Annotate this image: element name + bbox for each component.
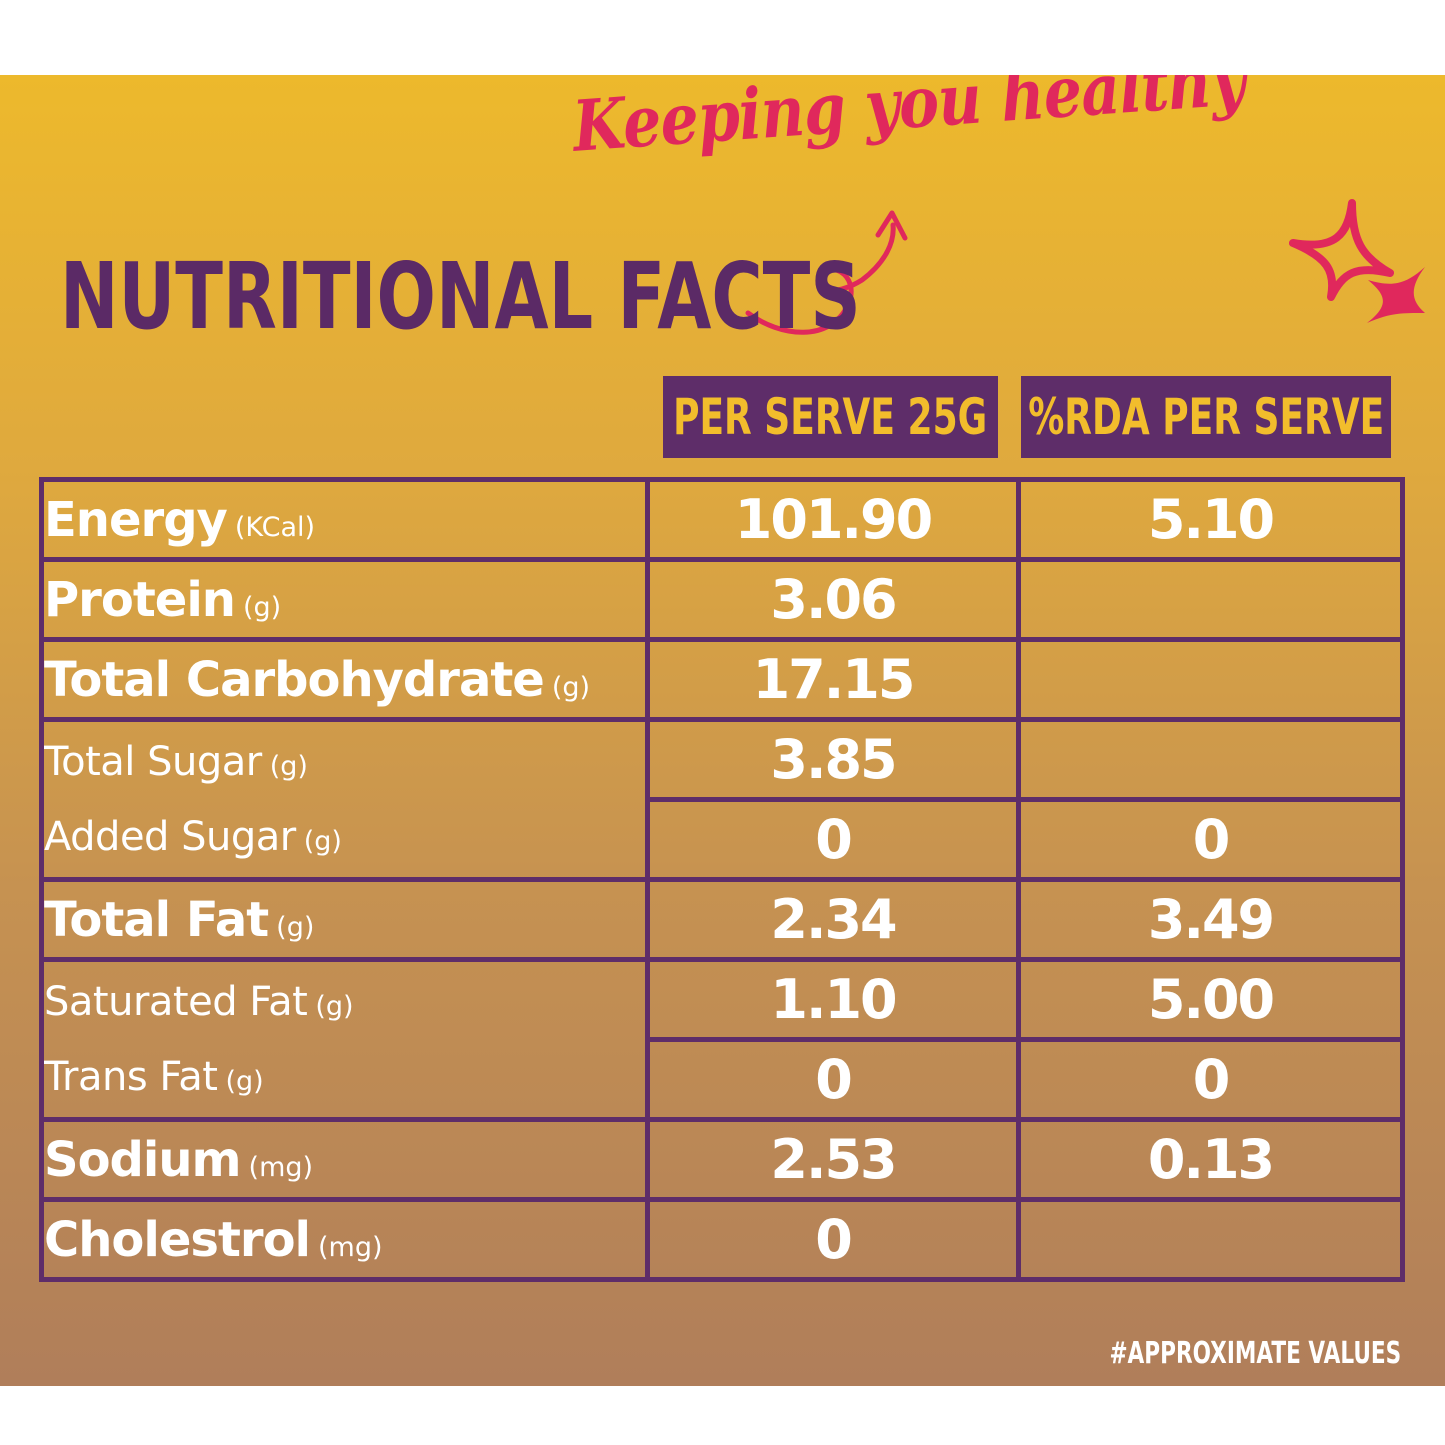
table-row-sodium: Sodium (mg) 2.53 0.13 [39, 1117, 1405, 1202]
value-rda-total-sugar [1016, 717, 1405, 802]
value-per-serve-added-sugar: 0 [645, 797, 1021, 882]
nutrition-table: Energy (KCal) 101.90 5.10 Protein (g) 3.06… [39, 477, 1405, 1282]
tagline: Keeping you healthy [570, 75, 1248, 168]
table-row-cholesterol: Cholestrol (mg) 0 [39, 1197, 1405, 1282]
label-text: Energy [44, 491, 228, 548]
unit-text: (mg) [318, 1231, 383, 1263]
label-text: Added Sugar [44, 814, 297, 860]
value-per-serve-total-sugar: 3.85 [645, 717, 1021, 802]
value-per-serve-protein: 3.06 [645, 557, 1021, 642]
footnote: #APPROXIMATE VALUES [1109, 1336, 1401, 1371]
unit-text: (g) [276, 911, 315, 943]
unit-text: (g) [551, 671, 591, 703]
unit-text: (g) [242, 591, 282, 623]
label-text: Total Fat [44, 891, 270, 948]
value-per-serve-trans-fat: 0 [645, 1037, 1021, 1122]
column-header-rda: %RDA PER SERVE [1021, 376, 1391, 458]
label-text: Total Carbohydrate [44, 651, 545, 708]
value-per-serve-total-fat: 2.34 [645, 877, 1021, 962]
table-row-total-fat: Total Fat (g) 2.34 3.49 [39, 877, 1405, 962]
unit-text: (g) [303, 826, 342, 857]
column-header-per-serve: PER SERVE 25G [663, 376, 998, 458]
value-rda-trans-fat: 0 [1016, 1037, 1405, 1122]
value-rda-saturated-fat: 5.00 [1016, 957, 1405, 1042]
value-rda-carbohydrate [1016, 637, 1405, 722]
nutrition-panel: Keeping you healthy NUTRITIONAL FACTS PE… [0, 75, 1445, 1386]
unit-text: (g) [225, 1066, 264, 1097]
sparkle-outline-icon [1289, 199, 1394, 301]
label-text: Sodium [44, 1131, 242, 1188]
table-row-added-sugar: 0 0 [42, 797, 1405, 882]
label-text: Protein [44, 571, 236, 628]
value-per-serve-sodium: 2.53 [645, 1117, 1021, 1202]
label-text: Saturated Fat [44, 979, 308, 1025]
row-label-protein: Protein (g) [39, 557, 650, 642]
value-per-serve-energy: 101.90 [645, 477, 1021, 562]
unit-text: (KCal) [234, 511, 316, 543]
value-rda-energy: 5.10 [1016, 477, 1405, 562]
table-row-saturated-fat: Saturated Fat (g) Trans Fat (g) 1.10 5.00 [39, 957, 1405, 1122]
unit-text: (mg) [248, 1151, 314, 1183]
value-rda-protein [1016, 557, 1405, 642]
value-per-serve-cholesterol: 0 [645, 1197, 1021, 1282]
value-rda-added-sugar: 0 [1016, 797, 1405, 882]
unit-text: (g) [269, 751, 308, 782]
label-text: Cholestrol [44, 1211, 312, 1268]
table-row-trans-fat: 0 0 [42, 1037, 1405, 1122]
table-row-total-sugar: Total Sugar (g) Added Sugar (g) 3.85 [39, 717, 1405, 882]
value-per-serve-saturated-fat: 1.10 [645, 957, 1021, 1042]
label-text: Total Sugar [44, 739, 263, 785]
page-title: NUTRITIONAL FACTS [60, 243, 861, 350]
column-header-rda-label: %RDA PER SERVE [1028, 388, 1384, 446]
value-rda-cholesterol [1016, 1197, 1405, 1282]
row-label-fats: Saturated Fat (g) Trans Fat (g) [39, 957, 650, 1122]
label-text: Trans Fat [44, 1054, 218, 1100]
row-label-sugars: Total Sugar (g) Added Sugar (g) [39, 717, 650, 882]
row-label-total-fat: Total Fat (g) [39, 877, 650, 962]
sparkle-filled-icon [1367, 267, 1425, 323]
row-label-energy: Energy (KCal) [39, 477, 650, 562]
table-row-protein: Protein (g) 3.06 [39, 557, 1405, 642]
value-per-serve-carbohydrate: 17.15 [645, 637, 1021, 722]
value-rda-sodium: 0.13 [1016, 1117, 1405, 1202]
row-label-sodium: Sodium (mg) [39, 1117, 650, 1202]
row-label-carbohydrate: Total Carbohydrate (g) [39, 637, 650, 722]
column-header-per-serve-label: PER SERVE 25G [673, 388, 988, 446]
table-row-carbohydrate: Total Carbohydrate (g) 17.15 [39, 637, 1405, 722]
arrow-head-icon [875, 210, 908, 241]
value-rda-total-fat: 3.49 [1016, 877, 1405, 962]
table-row-energy: Energy (KCal) 101.90 5.10 [39, 477, 1405, 562]
row-label-cholesterol: Cholestrol (mg) [39, 1197, 650, 1282]
unit-text: (g) [315, 991, 354, 1022]
